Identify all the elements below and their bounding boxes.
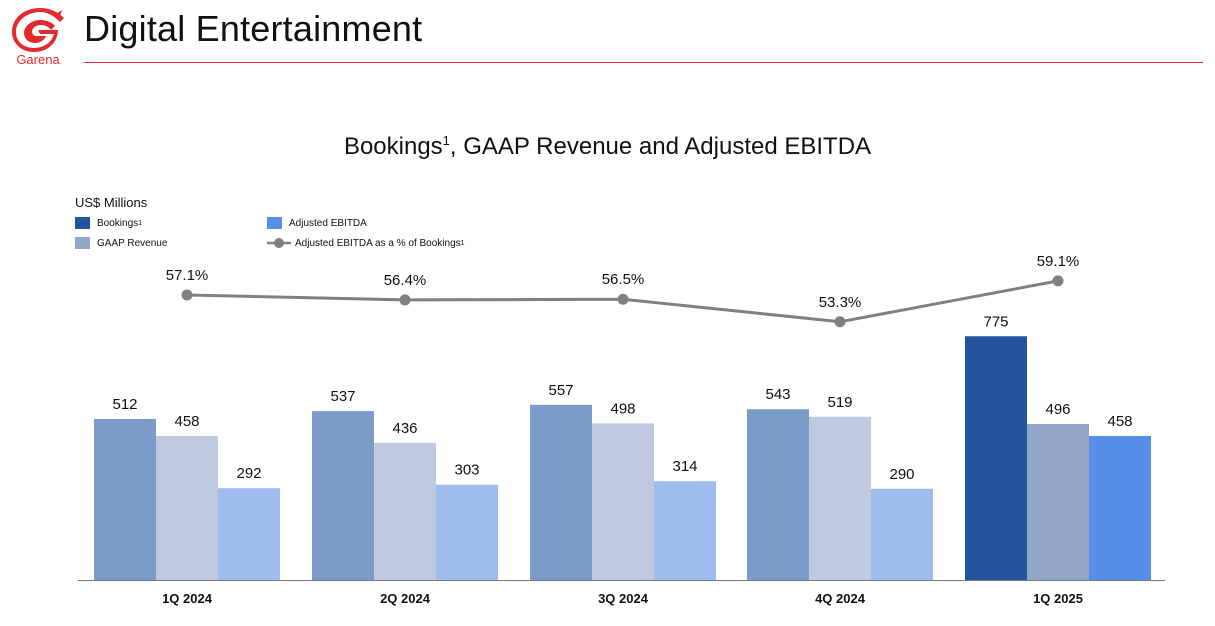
data-label: 543 <box>765 386 790 403</box>
margin-point <box>834 316 846 328</box>
margin-point <box>617 293 629 305</box>
chart-title-main: Bookings <box>343 133 443 160</box>
legend-swatch-bookings <box>75 217 90 229</box>
data-label: 557 <box>548 382 573 399</box>
bar-bookings <box>312 411 374 580</box>
x-tick-label: 4Q 2024 <box>815 591 866 606</box>
data-label: 303 <box>454 462 479 479</box>
bar-bookings <box>94 418 156 580</box>
page-title: Digital Entertainment <box>84 8 423 49</box>
data-label: 537 <box>330 388 355 405</box>
bar-bookings <box>747 409 809 580</box>
legend-ebitda: Adjusted EBITDA <box>267 217 367 229</box>
x-tick-label: 2Q 2024 <box>380 591 431 606</box>
chart-title-footnote: 1 <box>442 133 450 148</box>
legend-line-marker <box>267 238 291 248</box>
bar-gaap-revenue <box>1027 424 1089 580</box>
legend-swatch-ebitda <box>267 217 282 229</box>
bar-bookings <box>530 404 592 580</box>
bar-adjusted-ebitda <box>871 488 933 580</box>
margin-label: 57.1% <box>166 267 209 284</box>
data-label: 292 <box>236 465 261 482</box>
data-label: 314 <box>672 458 697 475</box>
legend-label-gaap: GAAP Revenue <box>97 237 168 249</box>
unit-label: US$ Millions <box>75 195 148 210</box>
margin-label: 56.4% <box>384 272 427 289</box>
bar-gaap-revenue <box>592 423 654 580</box>
data-label: 458 <box>174 413 199 430</box>
margin-point <box>1052 275 1064 287</box>
legend-bookings: Bookings 1 <box>75 217 142 229</box>
garena-logo: Garena <box>8 8 68 70</box>
margin-label: 59.1% <box>1037 253 1080 270</box>
margin-label: 56.5% <box>602 271 645 288</box>
legend-label-margin: Adjusted EBITDA as a % of Bookings <box>295 237 461 249</box>
x-tick-label: 1Q 2025 <box>1033 591 1083 606</box>
bar-bookings <box>965 336 1027 580</box>
margin-point <box>181 289 193 301</box>
data-label: 512 <box>112 396 137 413</box>
data-label: 496 <box>1045 401 1070 418</box>
margin-label: 53.3% <box>819 294 862 311</box>
legend-label-ebitda: Adjusted EBITDA <box>289 217 367 229</box>
bar-adjusted-ebitda <box>436 484 498 580</box>
garena-dragon-icon <box>12 8 64 52</box>
legend-label-bookings: Bookings <box>97 217 139 229</box>
bar-gaap-revenue <box>809 416 871 580</box>
data-label: 519 <box>827 394 852 411</box>
data-label: 498 <box>610 400 635 417</box>
bar-gaap-revenue <box>156 435 218 580</box>
x-tick-label: 3Q 2024 <box>598 591 649 606</box>
legend-footnote-margin: 1 <box>460 239 465 247</box>
bar-adjusted-ebitda <box>218 488 280 580</box>
data-label: 458 <box>1107 413 1132 430</box>
legend-margin: Adjusted EBITDA as a % of Bookings 1 <box>267 237 465 249</box>
bar-gaap-revenue <box>374 442 436 580</box>
chart-title: Bookings1, GAAP Revenue and Adjusted EBI… <box>0 133 1215 161</box>
margin-point <box>399 294 411 306</box>
legend-swatch-gaap <box>75 237 90 249</box>
x-tick-label: 1Q 2024 <box>162 591 213 606</box>
data-label: 436 <box>392 420 417 437</box>
bar-adjusted-ebitda <box>1089 435 1151 580</box>
bar-adjusted-ebitda <box>654 481 716 580</box>
legend-gaap: GAAP Revenue <box>75 237 167 249</box>
header-divider <box>84 62 1203 63</box>
data-label: 775 <box>983 313 1008 330</box>
chart-title-rest: , GAAP Revenue and Adjusted EBITDA <box>449 133 872 160</box>
data-label: 290 <box>889 466 914 483</box>
legend-footnote-bookings: 1 <box>138 219 143 227</box>
logo-text: Garena <box>16 52 60 67</box>
